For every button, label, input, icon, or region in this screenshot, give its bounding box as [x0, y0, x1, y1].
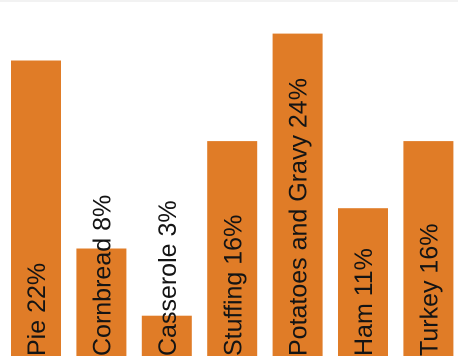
bar-label-cornbread: Cornbread 8%: [89, 195, 117, 356]
bar-casserole: [141, 315, 192, 356]
bar-potatoes-and-gravy: [272, 33, 323, 356]
bar-ham: [338, 208, 388, 356]
bar-cornbread: [76, 248, 127, 356]
bar-turkey: [403, 141, 454, 356]
bar-stuffing: [207, 141, 258, 356]
bar-label-pie: Pie 22%: [23, 263, 51, 356]
bar-label-potatoes-and-gravy: Potatoes and Gravy 24%: [285, 78, 313, 356]
bar-labels-group: Pie 22% Cornbread 8% Casserole 3% Stuffing …: [23, 78, 443, 356]
bars-group: [11, 33, 454, 356]
bar-label-ham: Ham 11%: [350, 248, 378, 356]
bar-pie: [11, 60, 61, 356]
bar-label-casserole: Casserole 3%: [154, 200, 182, 356]
bar-label-stuffing: Stuffing 16%: [219, 215, 247, 356]
bar-label-turkey: Turkey 16%: [416, 224, 444, 356]
